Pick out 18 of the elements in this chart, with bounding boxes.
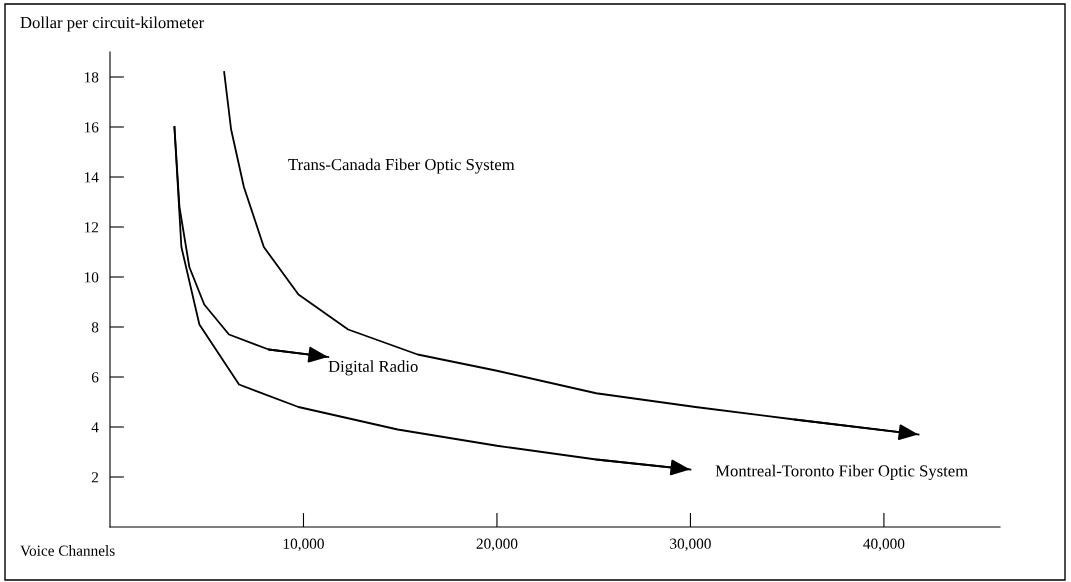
y-tick-label: 18 bbox=[84, 72, 99, 83]
y-tick-label: 8 bbox=[91, 322, 99, 333]
y-tick-label: 10 bbox=[84, 272, 99, 283]
y-tick-label: 4 bbox=[91, 422, 99, 433]
y-tick-label: 6 bbox=[91, 372, 99, 383]
y-tick-label: 16 bbox=[84, 122, 99, 133]
series-label: Digital Radio bbox=[328, 360, 418, 376]
y-tick-label: 12 bbox=[84, 222, 99, 233]
y-axis-title: Dollar per circuit-kilometer bbox=[20, 16, 205, 32]
x-tick-label: 30,000 bbox=[670, 538, 711, 552]
y-tick-label: 2 bbox=[91, 472, 99, 483]
legend-label: Montreal-Toronto Fiber Optic System bbox=[715, 464, 968, 480]
y-tick-label: 14 bbox=[84, 172, 99, 183]
x-tick-label: 20,000 bbox=[476, 538, 518, 552]
x-tick-label: 10,000 bbox=[283, 538, 324, 552]
x-tick-label: 40,000 bbox=[863, 538, 905, 552]
x-axis-title: Voice Channels bbox=[20, 545, 115, 556]
text: Trans-Canada Fiber Optic System bbox=[288, 158, 515, 174]
